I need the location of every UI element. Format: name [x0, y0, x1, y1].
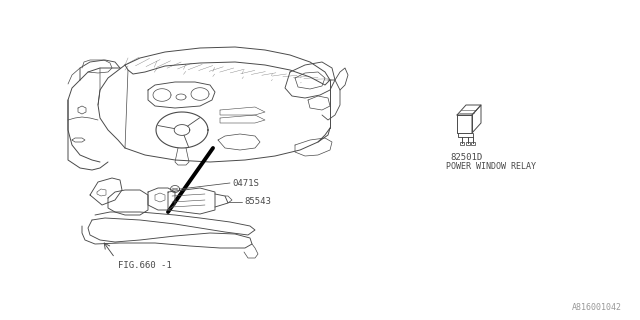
- Text: 82501D: 82501D: [450, 153, 483, 162]
- Bar: [466, 142, 470, 145]
- Text: A816001042: A816001042: [572, 303, 622, 312]
- Bar: [471, 142, 475, 145]
- Text: FIG.660 -1: FIG.660 -1: [118, 261, 172, 270]
- Text: POWER WINDOW RELAY: POWER WINDOW RELAY: [446, 162, 536, 171]
- Bar: [460, 142, 464, 145]
- Text: 0471S: 0471S: [232, 179, 259, 188]
- Text: 85543: 85543: [244, 197, 271, 206]
